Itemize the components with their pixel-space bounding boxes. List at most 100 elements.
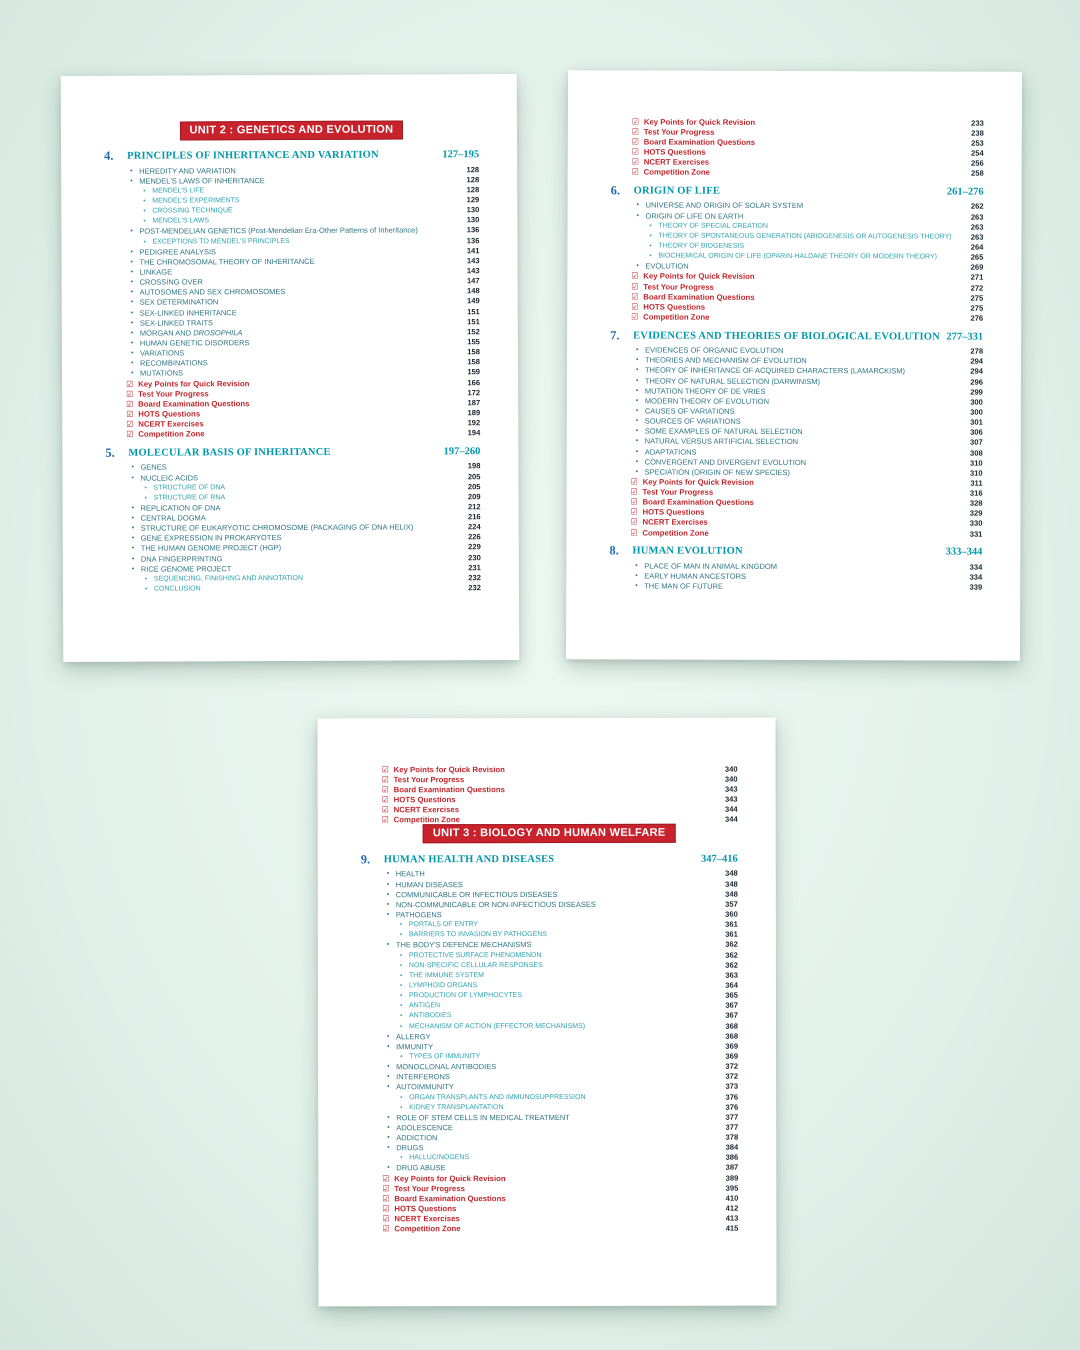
entry-label: MUTATIONS — [140, 368, 184, 379]
bullet-icon: • — [144, 494, 147, 502]
entry-page-number: 363 — [725, 970, 738, 980]
checkbox-icon: ☑ — [631, 127, 640, 137]
entry-label: CENTRAL DOGMA — [140, 513, 206, 523]
entry-label: Board Examination Questions — [642, 497, 754, 508]
entry-label: NCERT Exercises — [138, 419, 204, 429]
bullet-icon: • — [143, 238, 146, 246]
bullet-icon: • — [386, 911, 390, 919]
bullet-icon: • — [386, 870, 390, 878]
toc-page-unit3-bottom: ☑ Key Points for Quick Revision 340 ☑ Test Y… — [317, 717, 777, 1307]
bullet-icon: • — [131, 524, 135, 532]
toc-entry: ☑ Test Your Progress 340 — [361, 774, 738, 785]
entry-label: LYMPHOID ORGANS — [408, 982, 478, 990]
entry-page-number: 224 — [468, 522, 481, 532]
entry-label: MENDEL'S LIFE — [152, 187, 205, 195]
toc-entry: • THEORY OF INHERITANCE OF ACQUIRED CHARA… — [610, 365, 983, 376]
entry-label: NCERT Exercises — [393, 805, 460, 815]
entry-label: CONVERGENT AND DIVERGENT EVOLUTION — [644, 457, 807, 467]
entry-page-number: 361 — [725, 929, 738, 939]
chapter-heading: 9. HUMAN HEALTH AND DISEASES 347–416 — [361, 852, 738, 868]
entry-label: ADOLESCENCE — [396, 1123, 453, 1133]
entry-label: MONOCLONAL ANTIBODIES — [396, 1062, 497, 1072]
toc-entry: ☑ Board Examination Questions 328 — [610, 497, 983, 508]
checkbox-icon: ☑ — [126, 389, 134, 399]
entry-page-number: 331 — [969, 529, 983, 539]
toc-entry: • COMMUNICABLE OR INFECTIOUS DISEASES 348 — [361, 889, 738, 900]
toc-entry: • THE MAN OF FUTURE 339 — [609, 581, 982, 592]
toc-entry: ☑ Competition Zone 258 — [611, 167, 984, 178]
chapter-heading: 4. PRINCIPLES OF INHERITANCE AND VARIATIO… — [104, 147, 479, 164]
toc-entry: • ADDICTION 378 — [361, 1132, 738, 1143]
entry-page-number: 367 — [725, 1000, 738, 1010]
entry-page-number: 299 — [970, 387, 983, 397]
bullet-icon: • — [387, 1164, 390, 1172]
entry-page-number: 348 — [725, 879, 738, 889]
chapter-page-range: 127–195 — [442, 149, 480, 161]
toc-entry: • NATURAL VERSUS ARTIFICIAL SELECTION 307 — [610, 436, 983, 447]
bullet-icon: • — [399, 982, 403, 990]
entry-page-number: 344 — [724, 814, 738, 824]
entry-label: KIDNEY TRANSPLANTATION — [409, 1103, 504, 1111]
toc-entry: ☑ NCERT Exercises 330 — [609, 517, 982, 528]
toc-entry: • SOME EXAMPLES OF NATURAL SELECTION 306 — [610, 426, 983, 437]
entry-page-number: 275 — [970, 293, 984, 303]
entry-page-number: 362 — [725, 960, 738, 970]
entry-page-number: 294 — [970, 356, 984, 366]
entry-label: SEX-LINKED TRAITS — [139, 318, 214, 328]
entry-label: THEORY OF NATURAL SELECTION (DARWINISM) — [644, 375, 820, 386]
toc-entry: ☑ HOTS Questions 275 — [610, 302, 983, 313]
entry-page-number: 263 — [970, 232, 984, 242]
entry-label: ORIGIN OF LIFE ON EARTH — [645, 211, 744, 221]
bullet-icon: • — [649, 252, 652, 260]
checkbox-icon: ☑ — [381, 785, 389, 795]
checkbox-icon: ☑ — [381, 815, 389, 825]
bullet-icon: • — [387, 1124, 390, 1132]
toc-entry: • PLACE OF MAN IN ANIMAL KINGDOM 334 — [609, 561, 982, 572]
entry-label: Key Points for Quick Revision — [642, 477, 754, 487]
entry-label: HUMAN GENETIC DISORDERS — [139, 338, 250, 348]
bullet-icon: • — [144, 575, 148, 583]
entry-label: STRUCTURE OF RNA — [153, 494, 226, 502]
chapter-heading: 5. MOLECULAR BASIS OF INHERITANCE 197–260 — [105, 444, 480, 461]
entry-page-number: 232 — [468, 573, 481, 583]
entry-label: Competition Zone — [138, 429, 205, 439]
entry-page-number: 334 — [969, 562, 983, 572]
entry-page-number: 395 — [725, 1183, 739, 1193]
checkbox-icon: ☑ — [631, 312, 639, 322]
toc-entry: ☑ NCERT Exercises 256 — [611, 157, 984, 168]
entry-label: AUTOIMMUNITY — [396, 1082, 454, 1092]
entry-label: THEORY OF SPECIAL CREATION — [658, 222, 768, 230]
entry-page-number: 205 — [467, 481, 481, 491]
entry-page-number: 264 — [970, 242, 984, 252]
bullet-icon: • — [143, 217, 146, 225]
entry-label: NON-SPECIFIC CELLULAR RESPONSES — [408, 961, 543, 969]
toc-entry: • HEALTH 348 — [361, 869, 738, 880]
chapter-number: 4. — [104, 148, 114, 163]
toc-entry: • NON-COMMUNICABLE OR NON-INFECTIOUS DISE… — [361, 899, 738, 910]
toc-entry: ☑ Key Points for Quick Revision 233 — [611, 116, 984, 127]
bullet-icon: • — [399, 992, 403, 1000]
entry-page-number: 308 — [970, 448, 983, 458]
entry-label: Competition Zone — [642, 528, 709, 538]
chapter-number: 7. — [610, 327, 620, 342]
toc-entry: • MECHANISM OF ACTION (EFFECTOR MECHANISM… — [361, 1021, 738, 1032]
toc-entry: • MONOCLONAL ANTIBODIES 372 — [361, 1061, 738, 1072]
chapter-heading: 8. HUMAN EVOLUTION 333–344 — [609, 544, 982, 560]
entry-label: EARLY HUMAN ANCESTORS — [644, 571, 746, 581]
entry-label: Test Your Progress — [643, 282, 714, 292]
entry-label: SEX DETERMINATION — [139, 297, 219, 308]
entry-page-number: 229 — [468, 542, 481, 552]
chapter-title: HUMAN HEALTH AND DISEASES — [383, 853, 555, 866]
entry-page-number: 263 — [970, 212, 984, 222]
bullet-icon: • — [387, 1043, 390, 1051]
entry-label: HEALTH — [395, 869, 425, 879]
checkbox-icon: ☑ — [630, 477, 638, 487]
checkbox-icon: ☑ — [631, 281, 639, 291]
checkbox-icon: ☑ — [382, 1204, 390, 1214]
entry-label: PROTECTIVE SURFACE PHENOMENON — [408, 951, 542, 959]
bullet-icon: • — [635, 468, 639, 476]
checkbox-icon: ☑ — [630, 528, 638, 538]
entry-page-number: 364 — [725, 980, 738, 990]
entry-page-number: 310 — [969, 468, 983, 478]
entry-label: NCERT Exercises — [642, 517, 708, 528]
